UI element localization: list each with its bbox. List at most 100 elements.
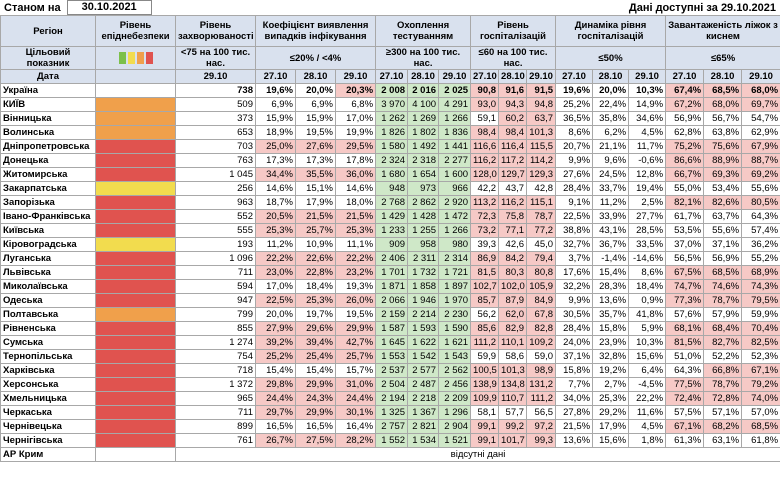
- testing-value: 1 492: [407, 139, 440, 154]
- testing-value: 4 291: [438, 97, 472, 112]
- coef-value: 23,0%: [255, 265, 296, 280]
- beds-value: 72,4%: [665, 391, 705, 406]
- region-name: Чернігівська: [0, 433, 96, 448]
- beds-value: 51,0%: [665, 349, 705, 364]
- testing-value: 2 311: [407, 251, 440, 266]
- coef-value: 19,6%: [255, 83, 296, 98]
- testing-value: 1 732: [407, 265, 440, 280]
- coef-value: 25,7%: [295, 223, 336, 238]
- column-header: Завантаженість ліжок з киснем: [665, 15, 780, 47]
- region-name: Хмельницька: [0, 391, 96, 406]
- testing-value: 2 159: [375, 307, 409, 322]
- coef-value: 6,9%: [295, 97, 336, 112]
- region-row: Чернігівська 761 26,7% 27,5% 28,2% 1 552 1 534…: [0, 433, 780, 448]
- testing-value: 2 920: [438, 195, 472, 210]
- testing-value: 1 553: [375, 349, 409, 364]
- hosp-value: 105,9: [526, 279, 557, 294]
- hosp-value: 91,6: [498, 83, 528, 98]
- incidence: 761: [175, 433, 256, 448]
- dyn-value: 14,9%: [628, 97, 667, 112]
- hosp-value: 99,2: [498, 419, 528, 434]
- hosp-value: 42,8: [526, 181, 557, 196]
- dyn-value: 20,0%: [592, 83, 630, 98]
- coef-value: 17,0%: [334, 111, 377, 126]
- as-of-date: 30.10.2021: [66, 0, 152, 15]
- testing-value: 1 552: [375, 433, 409, 448]
- danger-level: [95, 167, 176, 182]
- hosp-value: 94,3: [498, 97, 528, 112]
- coef-value: 22,8%: [295, 265, 336, 280]
- region-row: Запорізька 963 18,7% 17,9% 18,0% 2 768 2 862 2 …: [0, 195, 780, 210]
- column-header: Охоплення тестуванням: [375, 15, 472, 47]
- hosp-value: 85,7: [470, 293, 500, 308]
- dyn-value: 22,2%: [628, 391, 667, 406]
- danger-level: [95, 97, 176, 112]
- incidence: 552: [175, 209, 256, 224]
- testing-value: 1 521: [438, 433, 472, 448]
- beds-value: 68,1%: [665, 321, 705, 336]
- dyn-value: 8,6%: [555, 125, 594, 140]
- coef-value: 18,9%: [255, 125, 296, 140]
- date: 28.10: [295, 69, 336, 84]
- testing-value: 1 428: [407, 209, 440, 224]
- dyn-value: 11,7%: [628, 139, 667, 154]
- coef-value: 19,9%: [334, 125, 377, 140]
- dyn-value: 36,7%: [592, 237, 630, 252]
- coef-value: 18,4%: [295, 279, 336, 294]
- coef-value: 14,6%: [255, 181, 296, 196]
- dyn-value: 21,1%: [592, 139, 630, 154]
- dyn-value: 12,8%: [628, 167, 667, 182]
- coef-value: 26,0%: [334, 293, 377, 308]
- region-name: Закарпатська: [0, 181, 96, 196]
- danger-level: [95, 181, 176, 196]
- beds-value: 61,7%: [665, 209, 705, 224]
- coef-value: 17,3%: [295, 153, 336, 168]
- hosp-value: 98,4: [470, 125, 500, 140]
- hosp-value: 56,5: [526, 405, 557, 420]
- beds-value: 56,9%: [665, 111, 705, 126]
- testing-value: 1 897: [438, 279, 472, 294]
- beds-value: 37,0%: [665, 237, 705, 252]
- danger-level: [95, 279, 176, 294]
- testing-value: 1 269: [407, 111, 440, 126]
- testing-value: 1 542: [407, 349, 440, 364]
- hosp-value: 99,3: [526, 433, 557, 448]
- beds-value: 66,7%: [665, 167, 705, 182]
- dyn-value: 7,7%: [555, 377, 594, 392]
- region-name: АР Крим: [0, 447, 96, 462]
- dyn-value: 28,3%: [592, 279, 630, 294]
- region-name: Україна: [0, 83, 96, 98]
- beds-value: 82,6%: [703, 195, 743, 210]
- hosp-value: 115,1: [526, 195, 557, 210]
- level-square: [118, 52, 126, 64]
- date: 27.10: [255, 69, 296, 84]
- coef-value: 11,2%: [255, 237, 296, 252]
- hosp-value: 98,9: [526, 363, 557, 378]
- region-name: Львівська: [0, 265, 96, 280]
- beds-value: 68,0%: [703, 97, 743, 112]
- hosp-value: 80,3: [498, 265, 528, 280]
- dyn-value: 21,5%: [555, 419, 594, 434]
- region-row: Україна 738 19,6% 20,0% 20,3% 2 008 2 016 2 025…: [0, 83, 780, 98]
- hosp-value: 60,2: [498, 111, 528, 126]
- dyn-value: 13,6%: [555, 433, 594, 448]
- coef-value: 15,4%: [295, 363, 336, 378]
- testing-value: 2 016: [407, 83, 440, 98]
- incidence: 763: [175, 153, 256, 168]
- region-row: Херсонська 1 372 29,8% 29,9% 31,0% 2 504 2 487…: [0, 377, 780, 392]
- blank: [95, 69, 176, 84]
- region-name: Полтавська: [0, 307, 96, 322]
- region-name: Одеська: [0, 293, 96, 308]
- region-row: Донецька 763 17,3% 17,3% 17,8% 2 324 2 318 2 27…: [0, 153, 780, 168]
- coef-value: 31,0%: [334, 377, 377, 392]
- hosp-value: 67,8: [526, 307, 557, 322]
- beds-value: 69,7%: [741, 97, 780, 112]
- dyn-value: 15,6%: [628, 349, 667, 364]
- testing-value: 2 487: [407, 377, 440, 392]
- beds-value: 37,1%: [703, 237, 743, 252]
- dyn-value: 3,7%: [555, 251, 594, 266]
- hosp-value: 77,2: [526, 223, 557, 238]
- testing-value: 1 367: [407, 405, 440, 420]
- hosp-value: 82,8: [526, 321, 557, 336]
- available-label: Дані доступні за: [628, 1, 718, 14]
